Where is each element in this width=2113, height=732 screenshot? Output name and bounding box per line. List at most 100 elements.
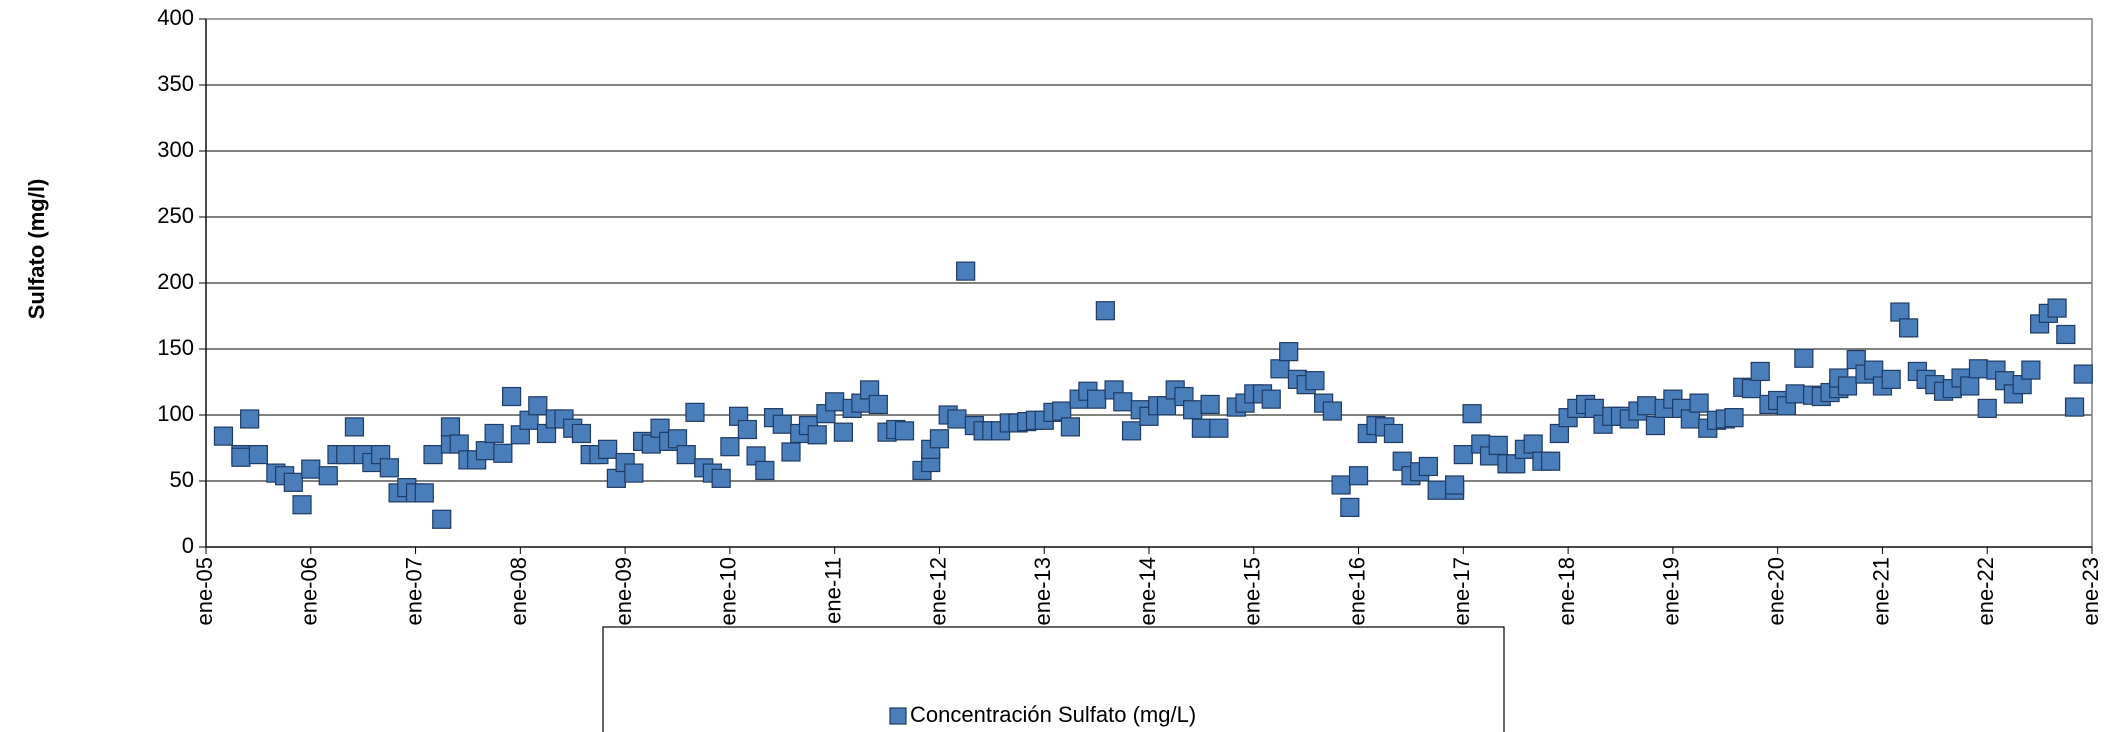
axes: 0 50 100 150 200 250 300 350 400 ene-05 ene-06 ene-… bbox=[157, 5, 2103, 626]
data-point bbox=[1488, 435, 1508, 455]
data-point bbox=[502, 386, 522, 407]
data-point bbox=[807, 425, 827, 445]
data-point bbox=[755, 460, 775, 481]
data-point bbox=[283, 472, 303, 492]
data-point bbox=[1637, 396, 1657, 416]
data-point bbox=[894, 421, 915, 441]
data-point bbox=[2021, 360, 2041, 380]
grid bbox=[206, 18, 2092, 548]
legend-box bbox=[602, 626, 1505, 732]
data-point bbox=[2056, 324, 2076, 345]
data-point bbox=[624, 463, 644, 483]
x-tick-label: ene-05 bbox=[192, 557, 217, 626]
data-point bbox=[344, 417, 365, 437]
x-tick-label: ene-12 bbox=[925, 557, 950, 626]
data-point bbox=[1305, 371, 1325, 391]
data-point bbox=[1689, 393, 1709, 413]
y-tick-label: 100 bbox=[157, 401, 194, 426]
data-point bbox=[1794, 348, 1814, 368]
data-point bbox=[676, 445, 696, 465]
x-tick-label: ene-16 bbox=[1344, 557, 1369, 626]
x-tick-label: ene-19 bbox=[1659, 557, 1684, 626]
data-point bbox=[1977, 398, 1997, 418]
data-point bbox=[1427, 480, 1447, 500]
data-point bbox=[1270, 359, 1290, 379]
data-point bbox=[1968, 359, 1989, 379]
x-tick-label: ene-13 bbox=[1030, 557, 1055, 626]
data-point bbox=[231, 447, 251, 467]
data-point bbox=[1322, 401, 1342, 421]
data-point bbox=[2064, 397, 2085, 417]
x-tick-label: ene-07 bbox=[401, 557, 426, 626]
data-point bbox=[432, 509, 452, 529]
x-tick-label: ene-20 bbox=[1763, 557, 1788, 626]
data-point bbox=[571, 423, 592, 444]
legend: Concentración Sulfato (mg/L) bbox=[602, 626, 1505, 732]
data-point bbox=[484, 423, 504, 444]
data-point bbox=[318, 466, 338, 486]
legend-label: Concentración Sulfato (mg/L) bbox=[910, 702, 1196, 727]
data-point bbox=[868, 394, 888, 415]
data-point bbox=[528, 396, 548, 416]
data-point bbox=[929, 429, 950, 449]
data-point bbox=[1523, 434, 1543, 454]
y-tick-label: 200 bbox=[157, 269, 194, 294]
data-point bbox=[833, 422, 853, 442]
x-tick-label: ene-10 bbox=[716, 557, 741, 626]
data-point bbox=[1899, 318, 1919, 338]
data-point bbox=[1541, 451, 1561, 471]
data-point bbox=[1837, 376, 1858, 396]
data-point bbox=[1881, 369, 1901, 389]
data-point bbox=[1121, 421, 1142, 441]
data-point bbox=[825, 392, 845, 412]
data-point bbox=[685, 402, 705, 422]
data-point bbox=[213, 426, 234, 446]
data-point bbox=[598, 439, 618, 459]
data-point bbox=[956, 261, 976, 281]
data-point bbox=[248, 445, 268, 465]
x-tick-label: ene-11 bbox=[820, 557, 845, 624]
y-tick-label: 400 bbox=[157, 5, 194, 30]
data-point bbox=[336, 445, 356, 465]
data-point bbox=[1209, 418, 1229, 438]
data-point bbox=[1348, 466, 1369, 486]
y-tick-label: 350 bbox=[157, 71, 194, 96]
y-tick-label: 300 bbox=[157, 137, 194, 162]
data-point bbox=[240, 409, 260, 429]
legend-swatch bbox=[889, 707, 907, 725]
data-point bbox=[1261, 389, 1281, 409]
data-point bbox=[947, 409, 967, 429]
x-tick-label: ene-17 bbox=[1449, 557, 1474, 626]
data-point bbox=[2073, 364, 2093, 384]
x-tick-label: ene-14 bbox=[1135, 557, 1160, 626]
data-point bbox=[1095, 301, 1115, 321]
data-point bbox=[1113, 392, 1133, 412]
data-point bbox=[1087, 389, 1107, 409]
x-tick-label: ene-23 bbox=[2078, 557, 2103, 626]
data-point bbox=[1383, 423, 1404, 444]
x-tick-label: ene-18 bbox=[1554, 557, 1579, 626]
x-tick-label: ene-08 bbox=[506, 557, 531, 626]
x-tick-label: ene-06 bbox=[297, 557, 322, 626]
data-point bbox=[2047, 298, 2067, 318]
data-point bbox=[440, 417, 461, 437]
data-point bbox=[1183, 400, 1203, 420]
data-point bbox=[781, 442, 801, 462]
data-point bbox=[1191, 418, 1211, 438]
data-point bbox=[1200, 394, 1220, 415]
data-point bbox=[379, 458, 399, 478]
data-point bbox=[1750, 361, 1770, 382]
data-point bbox=[711, 468, 731, 488]
x-tick-label: ene-09 bbox=[611, 557, 636, 626]
y-tick-label: 150 bbox=[157, 335, 194, 360]
x-tick-label: ene-22 bbox=[1973, 557, 1998, 626]
y-tick-label: 50 bbox=[170, 467, 194, 492]
data-point bbox=[1418, 456, 1439, 477]
data-point bbox=[1279, 342, 1299, 362]
data-point bbox=[1445, 475, 1465, 495]
y-tick-label: 0 bbox=[182, 533, 194, 558]
data-point bbox=[1340, 497, 1360, 517]
data-point bbox=[292, 495, 312, 515]
data-point bbox=[301, 459, 321, 479]
